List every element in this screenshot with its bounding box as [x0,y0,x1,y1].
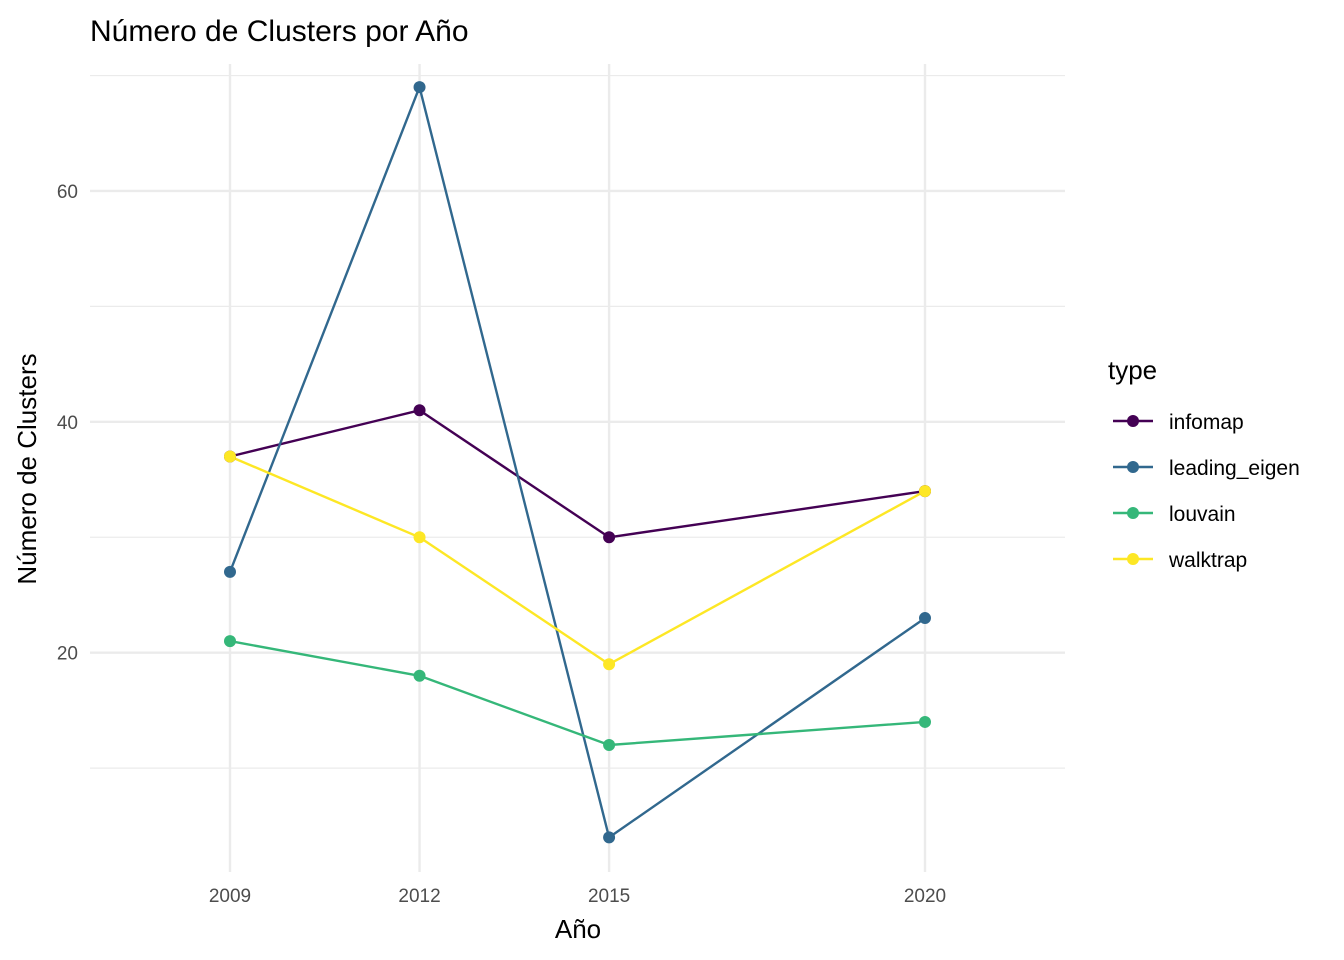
y-axis-title: Número de Clusters [12,353,42,584]
data-point-louvain [224,635,236,648]
x-tick-label: 2009 [209,886,251,907]
legend-label: leading_eigen [1169,457,1300,480]
series-line-infomap [229,409,926,539]
data-point-louvain [603,739,616,752]
data-point-louvain [413,669,426,682]
legend-key-point [1127,553,1139,565]
legend-label: infomap [1169,411,1244,434]
chart-title: Número de Clusters por Año [90,15,469,48]
series-line-leading_eigen [228,85,926,839]
series-line-walktrap [229,455,926,666]
series-lines [228,85,926,839]
y-tick-label: 60 [57,182,78,203]
legend-item-louvain: louvain [1113,503,1236,526]
legend-key-point [1127,507,1139,519]
legend-key-point [1127,415,1139,427]
y-tick-label: 40 [57,413,78,434]
y-tick-label: 20 [57,644,78,665]
data-point-leading_eigen [603,831,616,844]
data-point-louvain [919,715,931,728]
legend-key-point [1127,461,1139,473]
data-point-infomap [603,531,616,544]
legend-item-leading_eigen: leading_eigen [1113,457,1300,480]
axis-ticks: 20 40 60 2009 2012 2015 2020 [57,182,946,907]
series-line-louvain [229,639,926,747]
x-axis-title: Año [555,914,601,944]
series-points [224,81,931,844]
grid [90,64,1065,872]
legend-label: walktrap [1168,549,1247,572]
data-point-walktrap [919,485,931,498]
legend-item-walktrap: walktrap [1113,549,1247,572]
data-point-walktrap [224,450,236,463]
legend-item-infomap: infomap [1113,411,1244,434]
data-point-walktrap [603,658,616,671]
legend-title: type [1108,355,1157,385]
data-point-leading_eigen [224,565,236,578]
data-point-leading_eigen [413,81,426,94]
data-point-infomap [413,404,426,417]
legend-label: louvain [1169,503,1236,526]
x-tick-label: 2012 [398,886,440,907]
data-point-leading_eigen [919,612,931,625]
x-tick-label: 2020 [904,886,946,907]
data-point-walktrap [413,531,426,544]
x-tick-label: 2015 [588,886,630,907]
